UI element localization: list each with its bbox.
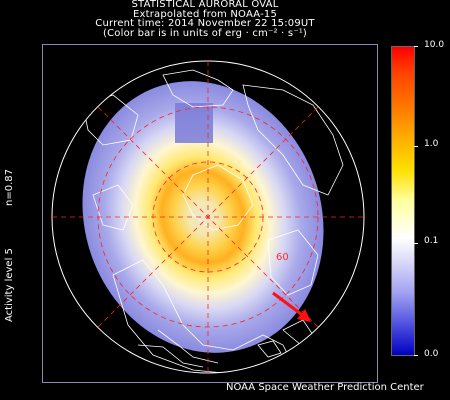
- colorbar-mark: [414, 46, 418, 47]
- units-text: (Color bar is in units of erg · cm⁻² · s…: [102, 27, 308, 39]
- current-time-text: Current time: 2014 November 22 15:09UT: [95, 18, 315, 29]
- colorbar-mark: [414, 355, 418, 356]
- activity-level-label: Activity level 5: [4, 248, 15, 322]
- colorbar-tick-max: 10.0: [424, 40, 445, 50]
- sun-direction-arrow: [272, 291, 311, 322]
- latlon-grid: [52, 61, 364, 373]
- source-text: Extrapolated from NOAA-15: [132, 8, 278, 20]
- colorbar-tick-min: 0.0: [424, 349, 439, 359]
- color-bar: [391, 46, 415, 356]
- auroral-oval-map: 60: [42, 44, 378, 383]
- colorbar-mark: [414, 243, 418, 244]
- map-svg: 60: [51, 60, 365, 374]
- colorbar-tick-1: 1.0: [424, 139, 439, 149]
- colorbar-mark: [414, 146, 418, 147]
- aurora-field: [82, 81, 324, 353]
- title-block: STATISTICAL AURORAL OVAL Extrapolated fr…: [0, 0, 410, 38]
- colorbar-tick-01: 0.1: [424, 236, 439, 246]
- title-text: STATISTICAL AURORAL OVAL: [131, 0, 279, 10]
- n-value-label: n=0.87: [4, 169, 15, 206]
- latitude-label: 60: [276, 252, 289, 263]
- footer-credit: NOAA Space Weather Prediction Center: [226, 382, 424, 393]
